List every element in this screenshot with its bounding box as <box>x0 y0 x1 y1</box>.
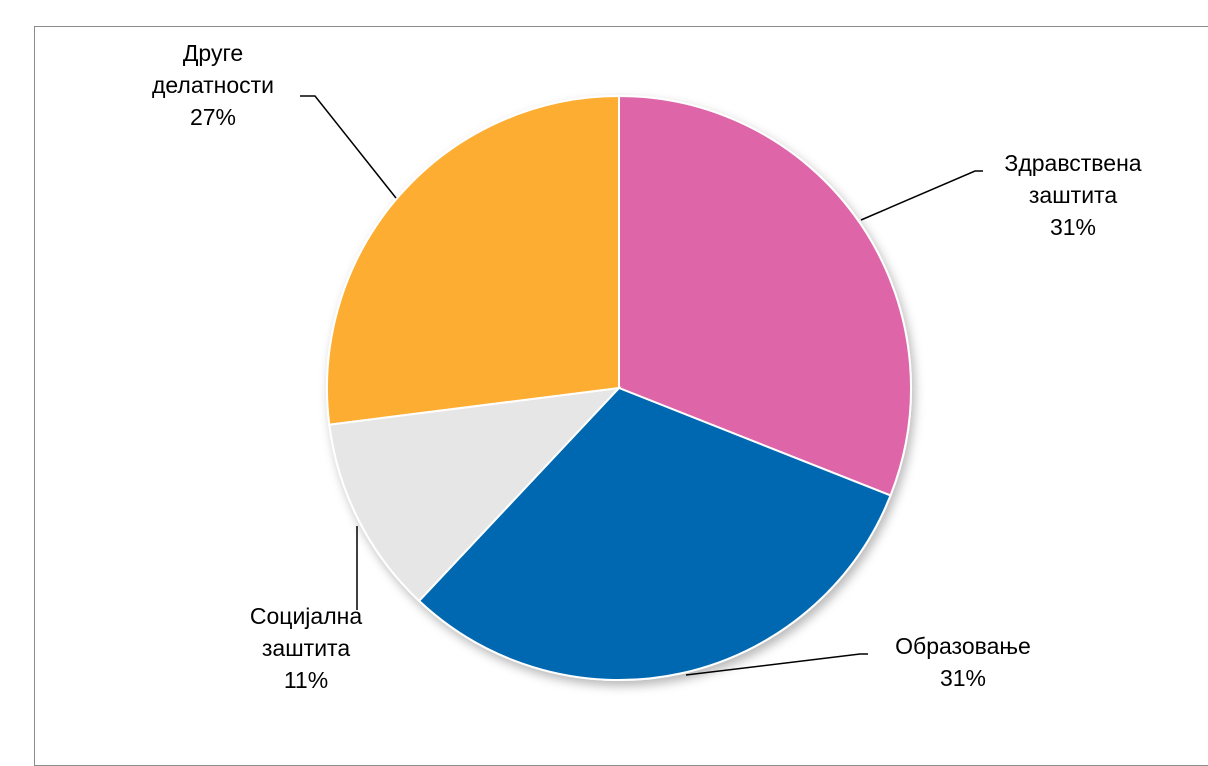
slice-name-label: делатности <box>152 72 274 98</box>
slice-label: Образовање 31% <box>895 633 1031 691</box>
leader-line <box>300 95 397 199</box>
slice-name-label: Социјална <box>250 603 362 629</box>
slice-name-label: заштита <box>1029 182 1117 208</box>
pie-slice <box>328 386 622 603</box>
slice-value-label: 31% <box>940 665 986 691</box>
slice-label: Друге делатности 27% <box>152 40 274 130</box>
slice-name-label: заштита <box>262 635 350 661</box>
slice-name-label: Образовање <box>895 633 1031 659</box>
slice-label: Социјална заштита 11% <box>250 603 362 693</box>
slice-label: Здравствена заштита 31% <box>1004 150 1141 240</box>
pie-slice <box>618 94 912 497</box>
slice-value-label: 31% <box>1050 214 1096 240</box>
slice-name-label: Здравствена <box>1004 150 1141 176</box>
pie-slice <box>326 94 620 426</box>
pie-slices <box>326 94 912 681</box>
pie-slice <box>417 386 892 681</box>
leader-line <box>860 170 983 221</box>
slice-name-label: Друге <box>183 40 243 66</box>
slice-value-label: 11% <box>284 667 328 693</box>
slice-labels: Здравствена заштита 31% Образовање 31% Соција… <box>152 40 1142 693</box>
leader-line <box>685 653 868 676</box>
slice-value-label: 27% <box>190 104 236 130</box>
leader-lines <box>300 95 983 676</box>
